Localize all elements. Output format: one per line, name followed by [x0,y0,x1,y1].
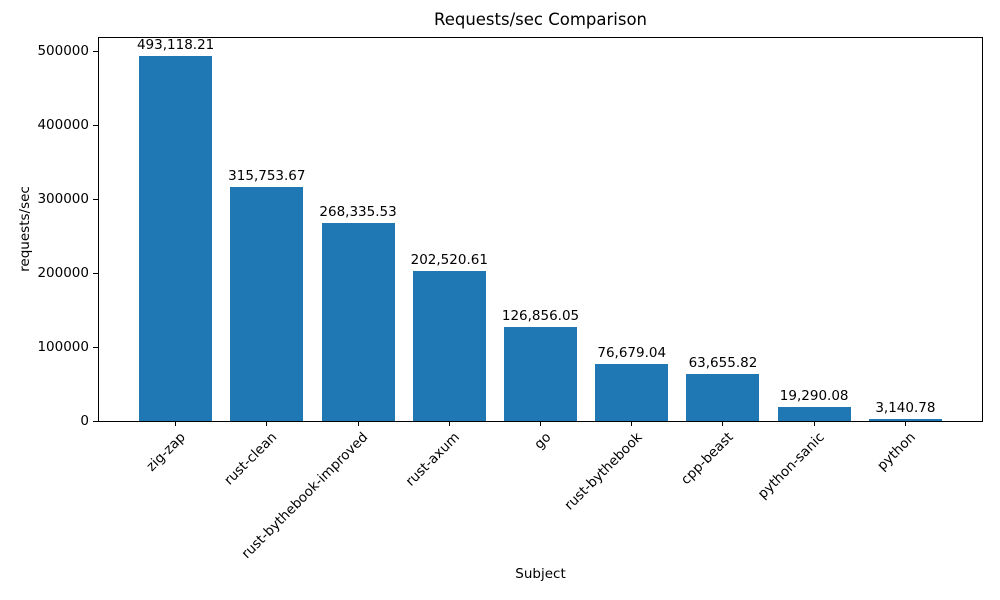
x-tick [266,421,268,426]
x-tick [540,421,541,426]
bar [595,364,669,421]
y-tick-label: 400000 [37,117,89,134]
bar [321,222,395,421]
x-tick-label: go [530,429,555,453]
chart-title: Requests/sec Comparison [433,10,648,29]
x-tick-label: rust-axum [402,429,463,490]
bar-value-label: 126,856.05 [501,308,580,325]
x-tick-label: zig-zap [143,429,190,475]
y-tick-label: 300000 [37,191,89,208]
y-tick [93,346,98,348]
bar [868,418,942,421]
bar-value-label: 493,118.21 [136,37,215,54]
x-tick [813,421,815,426]
bar [230,187,304,421]
y-tick [93,50,98,52]
y-axis-label: requests/sec [17,186,33,272]
x-tick-label: python-sanic [754,429,828,503]
x-tick [631,421,633,426]
bar-value-label: 268,335.53 [319,203,397,220]
y-tick-label: 500000 [37,43,89,60]
y-tick [93,198,98,200]
y-tick [93,124,98,126]
x-axis-label: Subject [515,566,566,582]
y-tick-label: 200000 [37,265,89,282]
bar-value-label: 63,655.82 [688,354,758,371]
bar-value-label: 202,520.61 [410,252,488,269]
x-tick-label: cpp-beast [677,429,737,488]
bar [504,327,577,421]
bar [686,373,760,421]
plot-area: 0 100000 200000 300000 400000 500000 493,118.2… [37,37,983,562]
x-tick-label: rust-clean [221,429,281,489]
x-tick [722,421,724,426]
bar-value-label: 19,290.08 [779,387,849,404]
y-tick [93,272,98,274]
y-tick [93,420,98,422]
bar-value-label: 76,679.04 [597,345,667,362]
bar [412,271,486,421]
y-tick-label: 100000 [37,339,89,356]
x-tick-label: rust-bythebook [561,429,646,514]
bar [139,56,213,421]
x-tick [904,421,906,426]
y-tick-label: 0 [80,413,89,429]
bar-value-label: 3,140.78 [875,399,936,416]
x-tick-label: python [874,429,919,475]
x-tick [448,421,450,426]
bar [777,406,851,421]
x-tick [175,421,177,426]
bar-value-label: 315,753.67 [228,168,306,185]
x-tick [357,421,359,426]
